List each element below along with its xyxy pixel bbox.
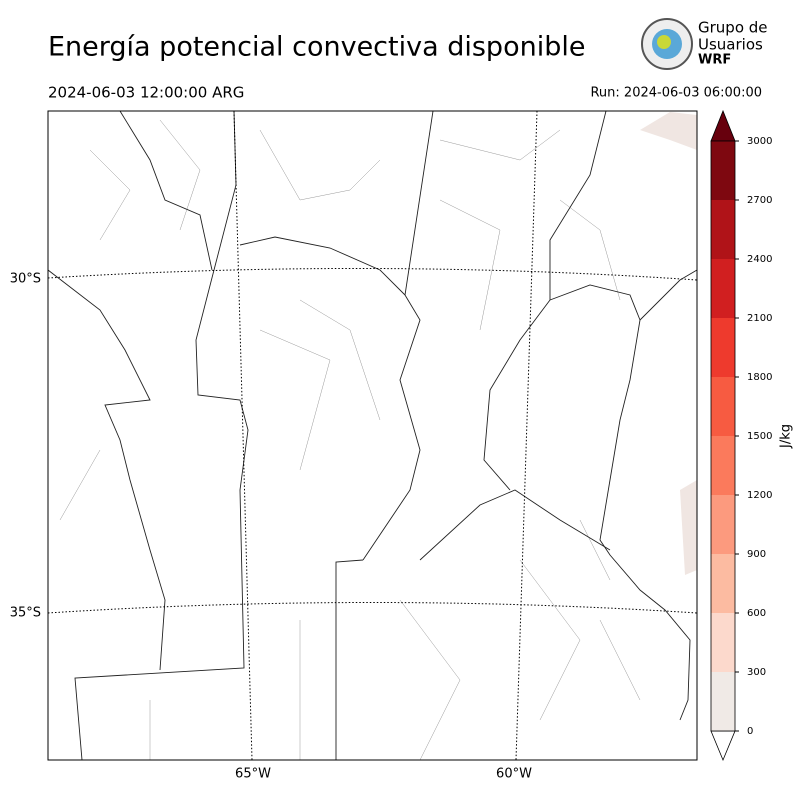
colorbar-segment xyxy=(711,141,735,200)
graticule xyxy=(48,267,697,281)
province-border xyxy=(239,236,406,296)
map: 30°S 35°S 65°W 60°W xyxy=(10,110,698,782)
colorbar-segment xyxy=(711,318,735,377)
province-border xyxy=(74,111,249,760)
province-border xyxy=(483,111,607,491)
logo: Grupo de Usuarios WRF xyxy=(641,18,768,70)
colorbar-segment xyxy=(711,554,735,613)
lon-label: 60°W xyxy=(496,767,532,782)
map-frame xyxy=(47,110,698,761)
graticule xyxy=(48,602,697,614)
colorbar-label: J/kg xyxy=(779,424,794,449)
graticule xyxy=(515,111,538,760)
colorbar-tick-label: 3000 xyxy=(747,136,772,147)
colorbar-tick-label: 1200 xyxy=(747,490,772,501)
colorbar-tick-label: 2100 xyxy=(747,313,772,324)
colorbar-tick-label: 2400 xyxy=(747,254,772,265)
logo-text: Usuarios xyxy=(698,36,763,54)
colorbar-segment xyxy=(711,259,735,318)
colorbar-segment xyxy=(711,613,735,672)
valid-time: 2024-06-03 12:00:00 ARG xyxy=(48,84,244,102)
province-border xyxy=(48,111,697,671)
colorbar-segment xyxy=(711,672,735,731)
colorbar-segment xyxy=(711,377,735,436)
colorbar-tick-label: 600 xyxy=(747,608,766,619)
logo-text: WRF xyxy=(698,53,731,68)
colorbar-segment xyxy=(711,436,735,495)
province-border xyxy=(362,111,434,561)
colorbar-extend-over xyxy=(710,109,736,142)
colorbar-tick-label: 0 xyxy=(747,726,753,737)
cape-shade xyxy=(680,480,697,575)
colorbar-extend-under xyxy=(710,730,736,762)
logo-globe-land xyxy=(657,35,671,49)
cape-shade xyxy=(640,112,697,150)
lat-label: 35°S xyxy=(10,606,41,621)
graticule xyxy=(233,111,253,760)
colorbar-tick-label: 2700 xyxy=(747,195,772,206)
department-lines xyxy=(59,119,641,760)
colorbar-segment xyxy=(711,495,735,554)
lon-label: 65°W xyxy=(235,767,271,782)
colorbar-tick-label: 1800 xyxy=(747,372,772,383)
colorbar-tick-label: 900 xyxy=(747,549,766,560)
logo-text: Grupo de xyxy=(698,19,768,37)
colorbar-tick-label: 1500 xyxy=(747,431,772,442)
colorbar-frame xyxy=(710,140,736,732)
colorbar-segment xyxy=(711,200,735,259)
province-border xyxy=(335,489,611,760)
colorbar-tick-label: 300 xyxy=(747,667,766,678)
province-border xyxy=(549,284,691,721)
lat-label: 30°S xyxy=(10,272,41,287)
title: Energía potencial convectiva disponible xyxy=(48,32,585,63)
colorbar: J/kg 0 300 600 900 1200 1500 1800 2100 2400 2700 3… xyxy=(710,109,794,762)
run-time: Run: 2024-06-03 06:00:00 xyxy=(590,86,762,101)
